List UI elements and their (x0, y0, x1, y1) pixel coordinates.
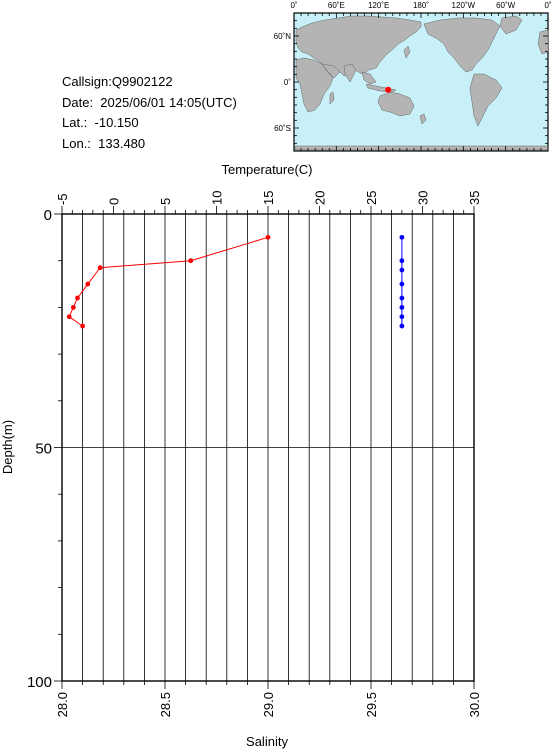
temperature-axis-title: Temperature(C) (221, 162, 312, 177)
arabia-land (321, 63, 341, 79)
madagascar-land (329, 91, 335, 105)
temperature-data-point (75, 295, 80, 301)
salinity-data-point (399, 281, 405, 287)
salinity-data-point (399, 258, 405, 264)
africa-land (295, 57, 334, 113)
temperature-data-point (97, 265, 103, 271)
salinity-tick-label: 28.0 (55, 692, 70, 717)
salinity-data-point (399, 314, 405, 320)
station-info: Callsign:Q9902122 Date: 2025/06/01 14:05… (62, 72, 237, 154)
temperature-data-point (66, 314, 72, 320)
depth-tick-label: 50 (35, 441, 52, 458)
salinity-data-point (399, 323, 405, 329)
salinity-data-point (399, 234, 405, 240)
callsign-text: Callsign:Q9902122 (62, 74, 173, 89)
plot-frame (61, 213, 475, 682)
map-longitude-label: 60˚E (328, 1, 345, 10)
map-latitude-labels: 60˚N 0˚ 60˚S (274, 32, 292, 133)
station-marker-dot (385, 86, 392, 93)
temperature-data-point (80, 323, 85, 329)
station-location-marker (385, 86, 392, 93)
greenland-land (499, 15, 523, 35)
map-frame-ticks (293, 12, 549, 152)
temperature-tick-label: 15 (261, 191, 276, 205)
map-longitude-label: 0˚ (544, 1, 551, 10)
temperature-tick-label: 25 (364, 191, 379, 205)
depth-tick-label: 0 (44, 207, 52, 224)
north-america-land (423, 17, 501, 73)
salinity-tick-label: 30.0 (467, 692, 482, 717)
depth-axis-title: Depth(m) (0, 420, 15, 474)
temperature-data-point (70, 305, 76, 310)
seasia-land (361, 71, 377, 85)
temperature-tick-label: 20 (313, 191, 328, 205)
salinity-data-point (399, 305, 405, 310)
temperature-data-point (265, 234, 271, 240)
depth-tick-labels: 0 50 100 (27, 207, 52, 691)
data-series (66, 234, 405, 329)
latitude-text: Lat.: -10.150 (62, 115, 139, 130)
map-longitude-label: 60˚W (496, 1, 516, 10)
eurasia-land (295, 15, 422, 77)
temperature-tick-label: 10 (210, 191, 225, 205)
salinity-axis-title: Salinity (246, 734, 288, 749)
salinity-data-point (399, 295, 405, 301)
map-latitude-label: 60˚N (274, 32, 292, 41)
map-longitude-label: 120˚W (452, 1, 476, 10)
longitude-text: Lon.: 133.480 (62, 135, 146, 151)
australia-land (377, 91, 415, 117)
salinity-tick-labels: 28.0 28.5 29.0 29.5 30.0 (55, 692, 482, 717)
salinity-tick-label: 29.0 (261, 692, 276, 717)
map-longitude-labels: 0˚ 60˚E 120˚E 180˚ 120˚W 60˚W 0˚ (290, 1, 551, 10)
depth-tick-label: 100 (27, 674, 52, 691)
map-longitude-label: 0˚ (290, 1, 297, 10)
temperature-tick-label: 30 (416, 191, 431, 205)
india-land (343, 63, 357, 83)
salinity-tick-label: 28.5 (158, 692, 173, 717)
date-text: Date: 2025/06/01 14:05(UTC) (62, 94, 237, 110)
grid-lines (62, 214, 474, 681)
temperature-tick-label: -5 (55, 193, 70, 205)
temperature-data-point (188, 258, 194, 264)
temperature-tick-label: 0 (107, 198, 122, 205)
map-longitude-label: 120˚E (368, 1, 389, 10)
japan-land (403, 45, 411, 59)
map-longitude-label: 180˚ (413, 1, 429, 10)
salinity-data-point (399, 267, 405, 273)
temperature-tick-labels: -5 0 5 10 15 20 25 30 35 (55, 191, 482, 205)
temperature-tick-label: 35 (467, 191, 482, 205)
south-america-land (469, 73, 503, 127)
nz-land (419, 113, 427, 125)
map-latitude-label: 60˚S (274, 124, 291, 133)
map-latitude-label: 0˚ (284, 78, 291, 87)
temperature-data-point (85, 281, 91, 287)
map-land (294, 15, 549, 151)
temperature-tick-label: 5 (158, 198, 173, 205)
salinity-tick-label: 29.5 (364, 692, 379, 717)
